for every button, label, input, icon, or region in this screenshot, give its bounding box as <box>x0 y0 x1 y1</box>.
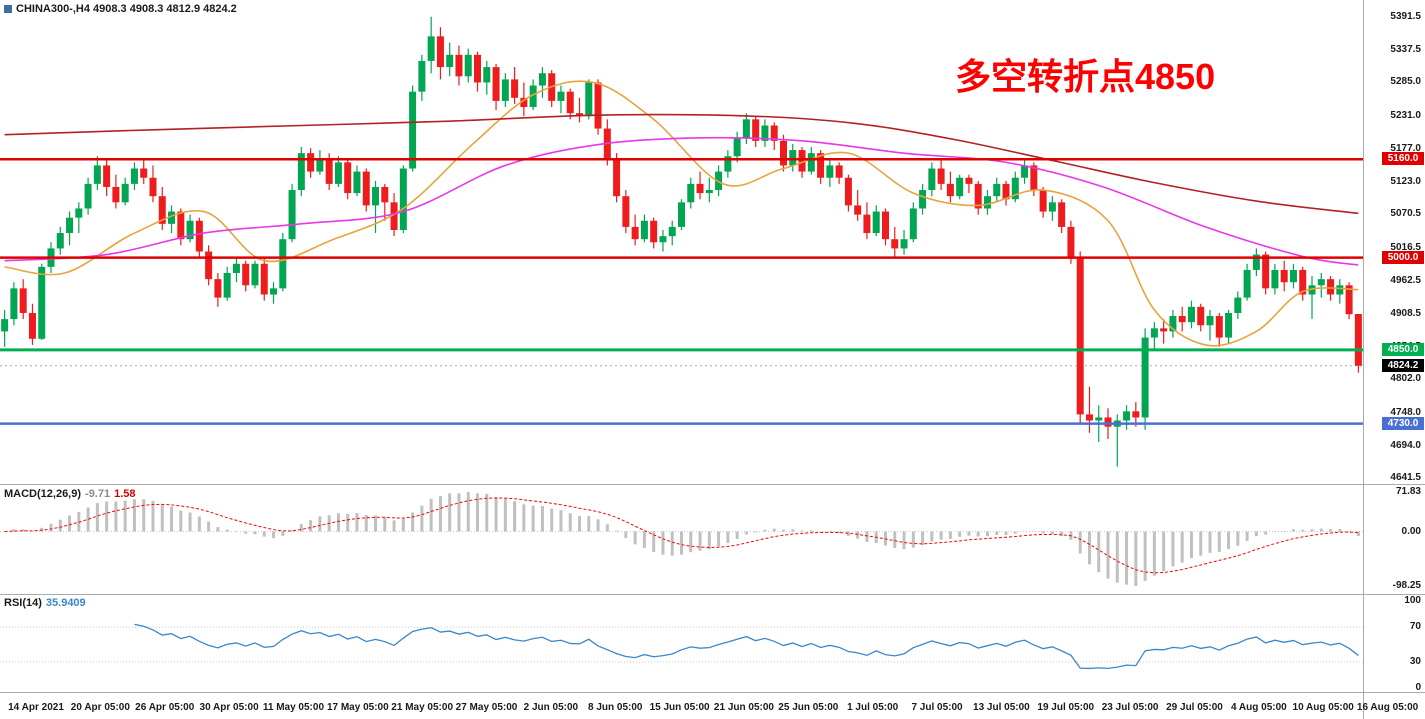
price-axis-label: 4908.5 <box>1390 307 1421 319</box>
date-label: 26 Apr 05:00 <box>135 702 195 713</box>
price-axis-label: 5016.5 <box>1390 241 1421 253</box>
date-label: 1 Jul 05:00 <box>847 702 899 713</box>
price-axis-label: 5123.0 <box>1390 176 1421 188</box>
date-label: 20 Apr 05:00 <box>70 702 130 713</box>
date-label: 8 Jun 05:00 <box>587 702 643 713</box>
price-axis-label: 4962.5 <box>1390 274 1421 286</box>
date-label: 7 Jul 05:00 <box>911 702 963 713</box>
current-price-badge: 4824.2 <box>1382 358 1424 372</box>
macd-axis-label: -98.25 <box>1392 580 1421 591</box>
date-label: 16 Aug 05:00 <box>1356 702 1419 713</box>
date-label: 29 Jul 05:00 <box>1166 702 1223 713</box>
price-axis-label: 5337.5 <box>1390 44 1421 56</box>
price-badge-4730.0: 4730.0 <box>1382 416 1424 430</box>
date-label: 25 Jun 05:00 <box>778 702 839 713</box>
date-label: 10 Aug 05:00 <box>1292 702 1354 713</box>
date-label: 23 Jul 05:00 <box>1101 702 1159 713</box>
date-label: 14 Apr 2021 <box>8 702 64 713</box>
price-axis-label: 4641.5 <box>1390 472 1421 483</box>
rsi-axis-label: 100 <box>1404 595 1421 606</box>
price-axis-label: 4694.0 <box>1390 439 1421 451</box>
rsi-indicator-label: RSI(14) 35.9409 <box>4 597 86 609</box>
date-label: 4 Aug 05:00 <box>1230 702 1287 713</box>
symbol-ohlc-label: CHINA300-,H4 4908.3 4908.3 4812.9 4824.2 <box>4 3 237 15</box>
price-badge-5000.0: 5000.0 <box>1382 250 1424 264</box>
price-axis-label: 5070.5 <box>1390 208 1421 220</box>
price-axis-label: 4748.0 <box>1390 406 1421 418</box>
rsi-value: 35.9409 <box>45 597 86 609</box>
date-label: 30 Apr 05:00 <box>199 702 259 713</box>
price-axis-label: 4802.0 <box>1390 373 1421 385</box>
date-label: 21 May 05:00 <box>391 702 454 713</box>
macd-signal-value: 1.58 <box>114 488 136 500</box>
macd-axis-label: 71.83 <box>1395 486 1421 497</box>
macd-indicator-label: MACD(12,26,9) -9.71 1.58 <box>4 488 136 500</box>
date-label: 19 Jul 05:00 <box>1037 702 1095 713</box>
rsi-axis-label: 0 <box>1415 682 1421 693</box>
chart-symbol-icon <box>4 5 12 13</box>
macd-main-value: -9.71 <box>85 488 111 500</box>
date-label: 21 Jun 05:00 <box>713 702 774 713</box>
annotation-text: 多空转折点4850 <box>955 56 1216 97</box>
rsi-axis-label: 30 <box>1409 655 1421 667</box>
date-label: 17 May 05:00 <box>326 702 389 713</box>
price-axis-label: 5177.0 <box>1390 142 1421 154</box>
price-axis-label: 5391.5 <box>1390 11 1421 22</box>
price-badge-4850.0: 4850.0 <box>1382 342 1424 356</box>
price-axis-label: 5285.0 <box>1390 76 1421 88</box>
symbol-ohlc-text: CHINA300-,H4 4908.3 4908.3 4812.9 4824.2 <box>16 3 237 15</box>
date-label: 27 May 05:00 <box>455 702 518 713</box>
price-badge-5160.0: 5160.0 <box>1382 152 1424 166</box>
rsi-axis-label: 70 <box>1409 621 1421 633</box>
date-label: 13 Jul 05:00 <box>973 702 1030 713</box>
date-label: 15 Jun 05:00 <box>649 702 710 713</box>
price-axis-label: 5231.0 <box>1390 109 1421 121</box>
date-label: 2 Jun 05:00 <box>523 702 579 713</box>
macd-axis-label: 0.00 <box>1401 525 1421 537</box>
rsi-title: RSI(14) <box>4 597 42 609</box>
macd-title: MACD(12,26,9) <box>4 488 82 500</box>
date-label: 11 May 05:00 <box>262 702 325 713</box>
